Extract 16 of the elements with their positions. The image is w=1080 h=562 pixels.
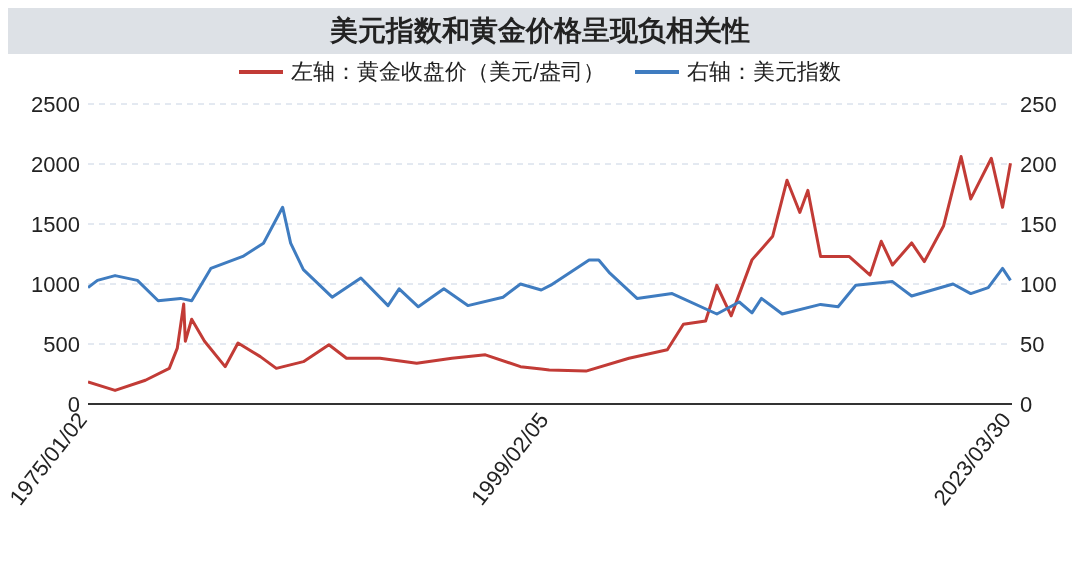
y-tick-label: 500	[43, 331, 80, 357]
y-tick-label: 2500	[31, 91, 80, 117]
y2-tick-label: 0	[1020, 391, 1033, 417]
y2-tick-label: 250	[1020, 91, 1057, 117]
chart-title: 美元指数和黄金价格呈现负相关性	[8, 8, 1072, 54]
y-tick-label: 2000	[31, 151, 80, 177]
legend-label: 左轴：黄金收盘价（美元/盎司）	[290, 58, 606, 86]
line-series	[88, 205, 1012, 316]
line-series	[88, 155, 1012, 392]
y2-tick-label: 50	[1020, 331, 1045, 357]
y2-tick-label: 150	[1020, 211, 1057, 237]
y-tick-label: 1000	[31, 271, 80, 297]
legend-label: 右轴：美元指数	[687, 58, 842, 86]
y-tick-label: 1500	[31, 211, 80, 237]
y2-tick-label: 200	[1020, 151, 1057, 177]
y2-tick-label: 100	[1020, 271, 1057, 297]
